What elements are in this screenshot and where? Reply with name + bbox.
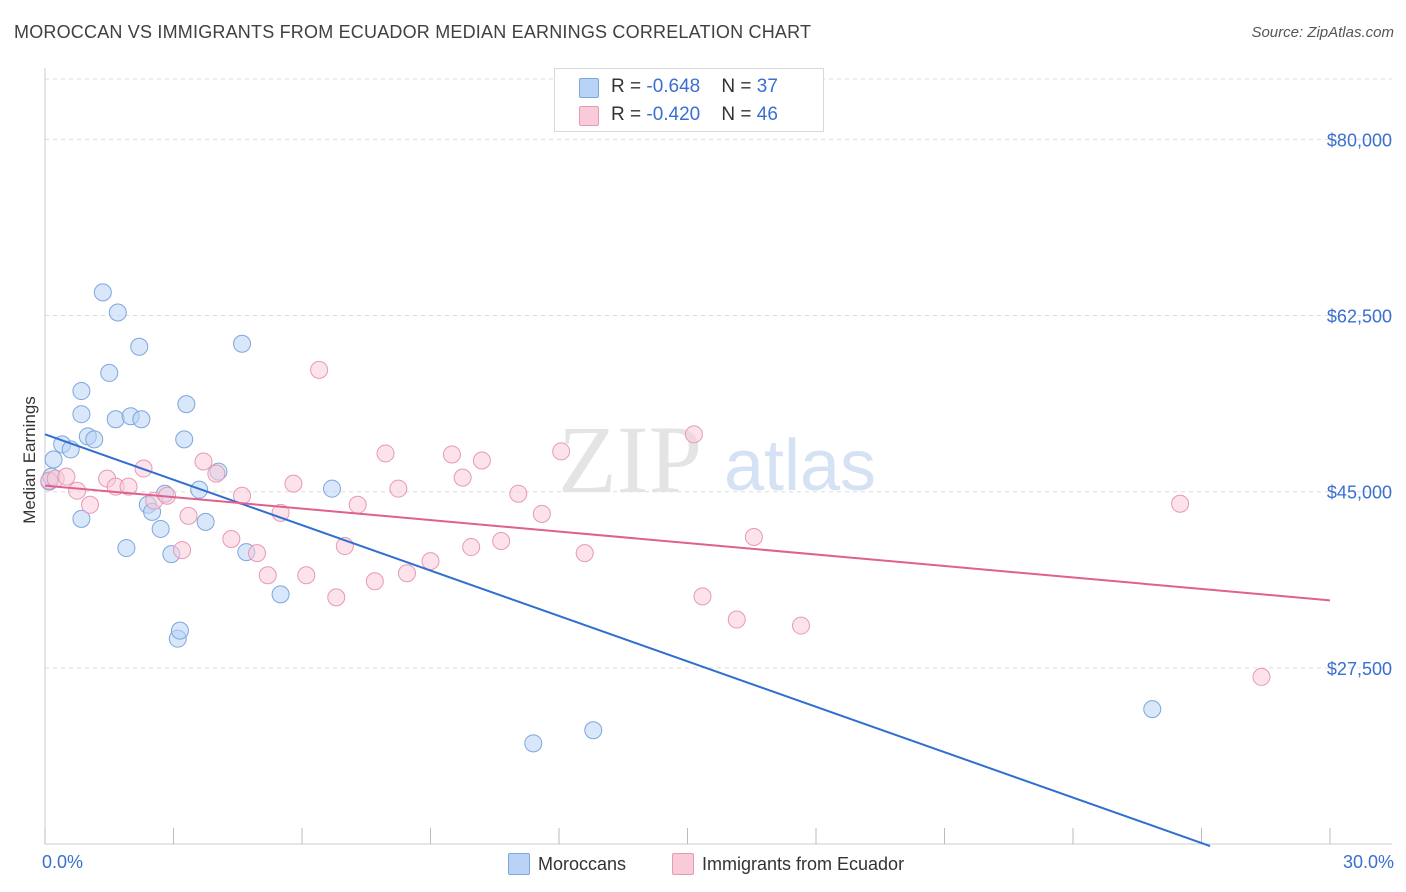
legend-swatch-ecuador — [672, 853, 694, 875]
chart-title: MOROCCAN VS IMMIGRANTS FROM ECUADOR MEDI… — [14, 22, 812, 42]
ecuador-swatch — [579, 106, 599, 126]
moroccans-point[interactable] — [93, 283, 112, 302]
moroccans-point[interactable] — [322, 479, 341, 498]
moroccans-points — [40, 283, 1162, 753]
moroccans-point[interactable] — [85, 430, 104, 449]
ecuador-point[interactable] — [744, 527, 763, 546]
grid-lines — [45, 78, 1392, 669]
ecuador-points — [40, 360, 1271, 686]
moroccans-point[interactable] — [271, 585, 290, 604]
moroccans-point[interactable] — [170, 621, 189, 640]
n-value: 37 — [756, 76, 778, 97]
ecuador-trend-line — [44, 484, 1331, 602]
ecuador-point[interactable] — [453, 468, 472, 487]
ecuador-point[interactable] — [68, 481, 87, 500]
moroccans-point[interactable] — [584, 721, 603, 740]
moroccans-point[interactable] — [106, 410, 125, 429]
n-label: N = — [721, 104, 757, 125]
ecuador-point[interactable] — [472, 451, 491, 470]
x-tick-label-min: 0.0% — [42, 852, 84, 872]
ecuador-point[interactable] — [348, 495, 367, 514]
ecuador-point[interactable] — [179, 506, 198, 525]
ecuador-point[interactable] — [248, 544, 267, 563]
ecuador-point[interactable] — [376, 444, 395, 463]
ecuador-point[interactable] — [442, 445, 461, 464]
x-tick-label-max: 30.0% — [1342, 852, 1394, 872]
moroccans-swatch — [579, 78, 599, 98]
moroccans-point[interactable] — [44, 450, 63, 469]
ecuador-point[interactable] — [297, 566, 316, 585]
ecuador-point[interactable] — [575, 544, 594, 563]
moroccans-point[interactable] — [132, 410, 151, 429]
ecuador-point[interactable] — [194, 452, 213, 471]
ecuador-point[interactable] — [222, 530, 241, 549]
ecuador-point[interactable] — [57, 467, 76, 486]
y-tick-label: $62,500 — [1327, 307, 1392, 327]
watermark: ZIP atlas — [558, 406, 876, 513]
trend-lines — [44, 433, 1331, 847]
ecuador-point[interactable] — [684, 425, 703, 444]
ecuador-point[interactable] — [389, 479, 408, 498]
moroccans-point[interactable] — [108, 303, 127, 322]
legend-swatch-moroccans — [508, 853, 530, 875]
n-label: N = — [721, 76, 757, 97]
ecuador-point[interactable] — [80, 495, 99, 514]
y-tick-labels: $27,500 $45,000 $62,500 $80,000 — [1327, 130, 1392, 678]
ecuador-point[interactable] — [397, 564, 416, 583]
legend-label-moroccans: Moroccans — [538, 854, 627, 874]
moroccans-point[interactable] — [175, 430, 194, 449]
ecuador-point[interactable] — [310, 360, 329, 379]
y-tick-label: $80,000 — [1327, 130, 1392, 150]
y-tick-label: $45,000 — [1327, 483, 1392, 503]
r-label: R = — [611, 104, 647, 125]
moroccans-point[interactable] — [196, 512, 215, 531]
moroccans-point[interactable] — [1143, 700, 1162, 719]
moroccans-point[interactable] — [72, 382, 91, 401]
moroccans-point[interactable] — [117, 539, 136, 558]
moroccans-point[interactable] — [72, 509, 91, 528]
ecuador-point[interactable] — [462, 538, 481, 557]
watermark-zip: ZIP — [558, 406, 702, 513]
r-label: R = — [611, 76, 647, 97]
ecuador-point[interactable] — [365, 572, 384, 591]
moroccans-point[interactable] — [100, 363, 119, 382]
moroccans-point[interactable] — [233, 334, 252, 353]
r-value: -0.648 — [646, 76, 701, 97]
moroccans-point[interactable] — [130, 337, 149, 356]
n-value: 46 — [756, 104, 778, 125]
ecuador-point[interactable] — [1252, 667, 1271, 686]
ecuador-point[interactable] — [532, 504, 551, 523]
ecuador-point[interactable] — [492, 532, 511, 551]
ecuador-point[interactable] — [173, 541, 192, 560]
ecuador-point[interactable] — [792, 616, 811, 635]
moroccans-point[interactable] — [72, 405, 91, 424]
watermark-atlas: atlas — [724, 426, 876, 506]
moroccans-point[interactable] — [524, 734, 543, 753]
moroccans-point[interactable] — [177, 395, 196, 414]
ecuador-point[interactable] — [284, 474, 303, 493]
ecuador-point[interactable] — [552, 442, 571, 461]
y-tick-label: $27,500 — [1327, 659, 1392, 679]
ecuador-point[interactable] — [1171, 494, 1190, 513]
ecuador-point[interactable] — [727, 610, 746, 629]
source-credit: Source: ZipAtlas.com — [1251, 24, 1394, 41]
ecuador-point[interactable] — [693, 587, 712, 606]
ecuador-point[interactable] — [207, 464, 226, 483]
ecuador-point[interactable] — [509, 484, 528, 503]
ecuador-point[interactable] — [327, 588, 346, 607]
correlation-stats-box: R = -0.648 N = 37 R = -0.420 N = 46 — [554, 68, 824, 132]
r-value: -0.420 — [646, 104, 701, 125]
legend-label-ecuador: Immigrants from Ecuador — [702, 854, 905, 874]
ecuador-point[interactable] — [119, 477, 138, 496]
ecuador-point[interactable] — [421, 552, 440, 571]
axes — [44, 68, 1392, 845]
moroccans-point[interactable] — [151, 519, 170, 538]
ecuador-point[interactable] — [258, 566, 277, 585]
